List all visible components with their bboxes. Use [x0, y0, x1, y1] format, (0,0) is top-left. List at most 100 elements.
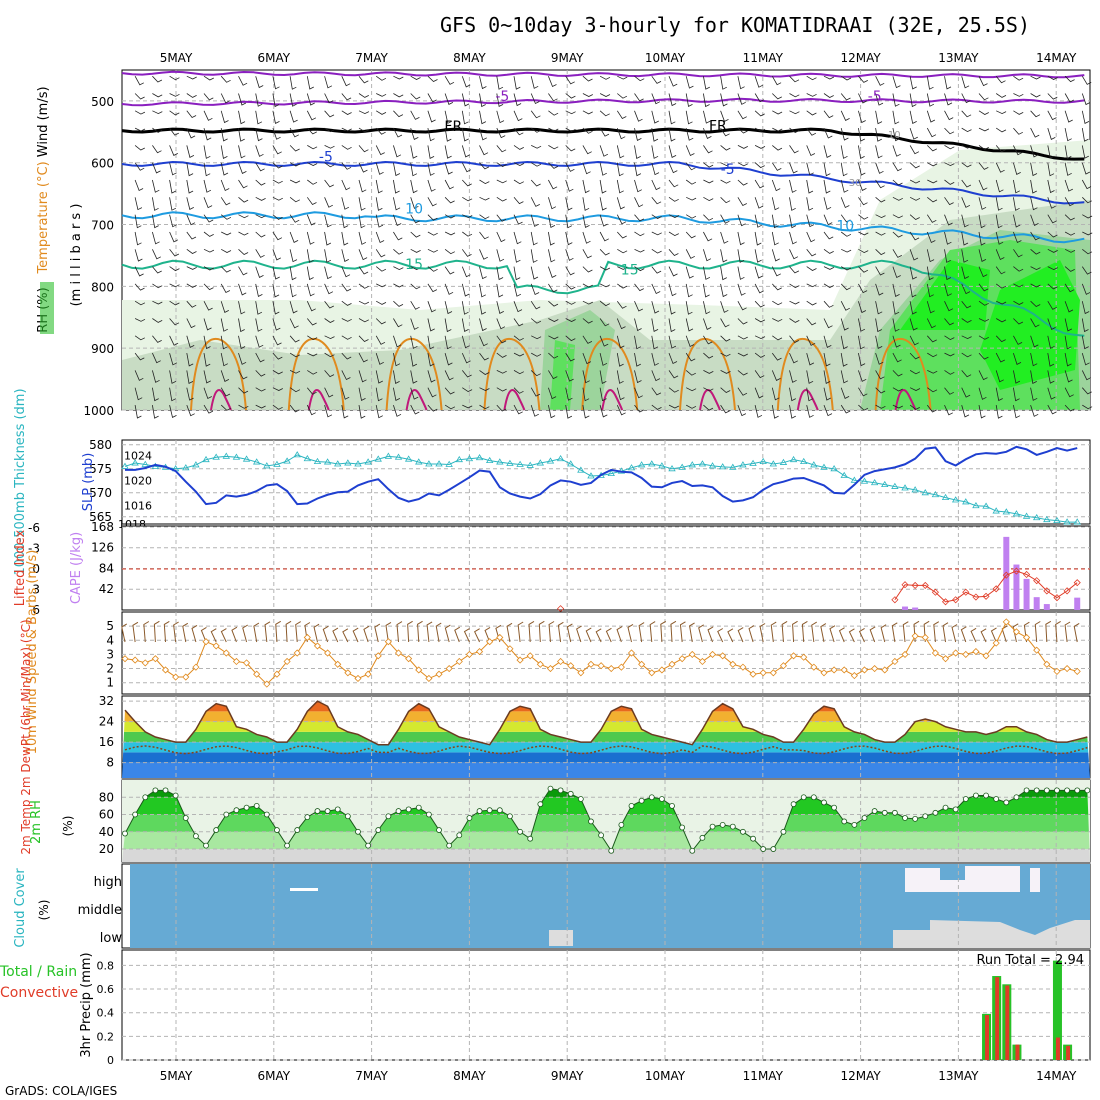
wind-barb — [169, 162, 177, 176]
wind-speed-marker — [496, 633, 504, 642]
wind-barb — [496, 196, 507, 202]
wind-barb — [306, 197, 317, 206]
rh-marker — [821, 799, 827, 806]
wind-barb — [616, 179, 624, 194]
wind-barb — [186, 127, 196, 139]
wind-barb — [169, 335, 179, 346]
wind-barb — [754, 110, 765, 117]
axis-label: Lifted Index — [13, 529, 28, 606]
wind-barb — [737, 214, 746, 227]
contour-label: 15 — [621, 263, 639, 279]
wind-barb — [342, 628, 349, 643]
wind-barb — [754, 405, 763, 418]
cloud-level-label: middle — [78, 903, 122, 918]
wind-barb — [191, 624, 198, 643]
wind-barb — [238, 196, 249, 203]
wind-barb — [272, 231, 283, 241]
wind-speed-marker — [729, 660, 737, 668]
wind-speed-marker — [1002, 618, 1010, 626]
wind-barb — [238, 145, 246, 159]
rh-band — [122, 849, 1090, 862]
wind-barb — [220, 197, 231, 206]
wind-barb — [616, 110, 627, 120]
thickness-marker — [252, 458, 261, 465]
wind-barb — [926, 266, 934, 281]
rh-marker — [628, 802, 635, 809]
wind-barb — [238, 352, 247, 365]
ytick-label: 6 — [32, 603, 40, 617]
li-marker — [972, 593, 980, 601]
wind-speed-marker — [678, 655, 686, 663]
wind-barb — [324, 404, 333, 418]
wind-barb — [410, 162, 418, 177]
rh-marker — [304, 814, 311, 821]
wind-barb — [307, 127, 317, 135]
wind-barb — [132, 621, 139, 643]
wind-barb — [152, 231, 160, 245]
thickness-marker — [830, 465, 838, 472]
wind-barb — [255, 76, 264, 89]
wind-barb — [410, 266, 421, 271]
rh-marker — [162, 787, 169, 794]
wind-barb — [978, 145, 989, 150]
wind-speed-marker — [536, 660, 544, 668]
cloud-level-label: low — [100, 931, 123, 946]
cloud-block — [290, 888, 318, 891]
thickness-marker — [435, 460, 443, 467]
wind-barb — [375, 352, 384, 365]
wind-barb — [599, 249, 610, 256]
wind-speed-marker — [1053, 667, 1061, 675]
wind-barb — [634, 145, 641, 159]
wind-speed-marker — [445, 664, 453, 673]
wind-barb — [875, 179, 885, 189]
axis-label: Temperature (°C) Wind (m/s) — [36, 86, 51, 274]
wind-barb — [582, 231, 591, 244]
wind-barb — [375, 179, 383, 194]
wind-barb — [926, 76, 934, 90]
wind-barb — [169, 75, 180, 81]
wind-barb — [858, 128, 865, 142]
wind-barb — [341, 318, 352, 322]
wind-barb — [548, 93, 558, 102]
wind-barb — [341, 127, 352, 132]
cape-bar — [1033, 597, 1040, 610]
wind-barb — [1064, 231, 1076, 236]
wind-barb — [875, 318, 882, 333]
wind-barb — [565, 370, 574, 382]
li-marker — [941, 598, 950, 606]
wind-barb — [961, 404, 970, 418]
rh-marker — [223, 811, 230, 818]
wind-barb — [1082, 404, 1093, 410]
isotherm-line — [894, 389, 917, 411]
wind-barb — [220, 145, 228, 159]
wind-speed-marker — [668, 660, 676, 668]
wind-speed-marker — [344, 669, 352, 677]
wind-barb — [685, 249, 695, 259]
wind-barb — [1030, 387, 1038, 401]
thickness-marker — [718, 463, 727, 470]
wind-barb — [875, 335, 883, 349]
wind-barb — [548, 283, 558, 293]
wind-barb — [186, 353, 194, 367]
wind-barb — [789, 214, 797, 229]
thickness-marker — [729, 463, 737, 470]
wind-barb — [255, 283, 263, 297]
wind-barb — [1082, 214, 1093, 219]
wind-barb — [255, 110, 263, 125]
wind-barb — [375, 370, 383, 384]
wind-barb — [771, 352, 782, 361]
wind-speed-marker — [394, 649, 403, 657]
date-label-bottom: 9MAY — [551, 1069, 584, 1083]
wind-barb — [565, 145, 576, 152]
wind-barb — [324, 76, 333, 89]
wind-speed-marker — [648, 669, 656, 677]
wind-barb — [605, 627, 612, 643]
wind-speed-marker — [992, 639, 1000, 647]
wind-barb — [513, 249, 521, 263]
wind-barb — [823, 214, 833, 226]
wind-barb — [1081, 387, 1092, 395]
rh-marker — [1074, 787, 1081, 794]
wind-barb — [703, 179, 714, 184]
wind-barb — [737, 301, 747, 311]
wind-barb — [616, 127, 626, 140]
